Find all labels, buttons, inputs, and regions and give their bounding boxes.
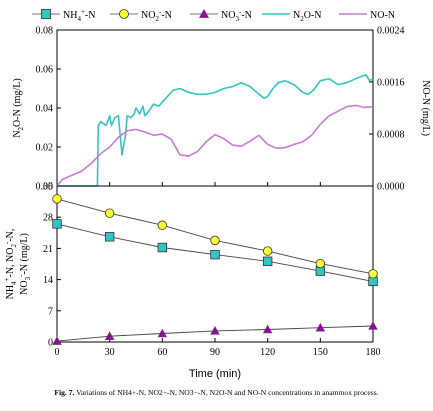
top-right-tick-label-2: 0.0016	[377, 78, 405, 89]
legend-label-sub-3: 2	[300, 15, 304, 23]
top-left-tick-label-0: 0.00	[36, 182, 54, 193]
legend-marker-2	[198, 8, 210, 18]
legend-marker-0	[41, 9, 51, 19]
top-left-axis-label: N2O-N (mg/L)	[12, 78, 25, 137]
bottom-point-2-2	[157, 328, 168, 338]
bottom-x-axis-label: Time (min)	[189, 368, 241, 380]
top-left-tick-label-1: 0.02	[36, 143, 54, 154]
top-left-axis-label-n: N	[12, 130, 23, 137]
bl2-b: 3	[24, 276, 32, 280]
bl1-a: NH	[5, 285, 16, 299]
bottom-point-2-3	[210, 325, 220, 335]
bottom-y-axis-label-line1: NH4+-N, NO2--N,	[3, 229, 18, 300]
top-right-tick-label-3: 0.0024	[377, 26, 405, 37]
bottom-y-tick-label-4: 28	[43, 213, 53, 224]
bl2-c: -	[17, 274, 25, 277]
bottom-point-1-6	[368, 269, 378, 279]
legend-label-sub-1: 2	[155, 15, 159, 23]
legend-label-base-0: NH	[63, 10, 77, 21]
legend-label-base-4: NO-N	[370, 10, 395, 21]
caption-label: Fig. 7.	[54, 388, 75, 397]
bottom-x-tick-label-4: 120	[260, 347, 275, 358]
bottom-point-1-2	[157, 220, 168, 230]
bottom-point-2-6	[368, 321, 378, 330]
bottom-plot-frame	[56, 185, 374, 343]
bottom-point-0-3	[210, 249, 220, 260]
top-left-tick-label-2: 0.04	[36, 104, 54, 115]
bl1-e: 2	[10, 244, 18, 248]
legend-label-tail-0: -N	[85, 10, 96, 21]
figure-caption: Fig. 7. Variations of NH4+-N, NO2−-N, NO…	[0, 388, 433, 397]
legend-label-base-1: NO	[141, 10, 155, 21]
bottom-x-tick-label-1: 30	[105, 347, 115, 358]
top-plot-frame	[56, 29, 374, 187]
bottom-x-tick-label-0: 0	[55, 347, 60, 358]
legend: NH4+-N NO2--N NO3--N N2O-N NO-N	[32, 8, 395, 23]
top-left-tick-label-4: 0.08	[36, 26, 54, 37]
caption-text: Variations of NH4+-N, NO2−-N, NO3−-N, N2…	[74, 388, 379, 397]
top-right-tick-label-1: 0.0008	[377, 130, 405, 141]
bottom-y-tick-label-3: 21	[43, 244, 53, 255]
bottom-point-0-0	[52, 219, 62, 229]
legend-label-tail-1: -N	[161, 10, 172, 21]
legend-label-sup-2: -	[239, 8, 242, 16]
legend-label-0: NH4+-N	[63, 8, 95, 23]
legend-label-4: NO-N	[370, 10, 395, 21]
legend-label-sub-0: 4	[77, 15, 81, 23]
legend-label-sub-2: 3	[235, 15, 239, 23]
bottom-point-2-1	[104, 331, 115, 340]
bottom-y-tick-label-0: 0	[48, 338, 53, 349]
legend-marker-1	[119, 9, 129, 19]
bottom-point-0-4	[262, 256, 273, 267]
bottom-point-0-1	[104, 232, 115, 242]
top-series-line-0	[57, 74, 374, 187]
bl1-b: 4	[10, 281, 18, 285]
bottom-x-tick-label-6: 180	[366, 347, 381, 358]
legend-label-1: NO2--N	[141, 8, 172, 23]
bottom-y-axis-label-line2: NO3--N (mg/L)	[17, 233, 32, 295]
bottom-point-1-5	[315, 258, 326, 269]
top-series-line-1	[56, 104, 374, 187]
top-panel: 0.00 0.02 0.04 0.06 0.08 0.0000 0.0008 0.0016 0.…	[12, 26, 431, 193]
bottom-point-1-3	[210, 235, 220, 246]
legend-label-base-3: N	[293, 10, 300, 21]
top-left-axis-label-sub: 2	[17, 126, 25, 130]
bl2-d: -N (mg/L)	[19, 233, 30, 274]
bottom-point-1-4	[262, 246, 273, 256]
bottom-y-tick-label-1: 7	[48, 306, 53, 317]
bottom-point-2-5	[315, 322, 326, 332]
top-left-tick-label-3: 0.06	[36, 65, 54, 76]
bl1-f: -	[3, 241, 11, 244]
bottom-x-tick-label-2: 60	[157, 347, 167, 358]
bottom-panel: 0 7 14 21 28 35 0 30 60 90 120 150 180 Time (min) NH4+…	[3, 182, 381, 381]
legend-label-3: N2O-N	[293, 10, 322, 23]
bottom-point-1-1	[104, 208, 115, 218]
legend-label-tail-2: -N	[241, 10, 252, 21]
legend-label-sup-0: +	[81, 8, 85, 16]
bottom-point-1-0	[52, 194, 62, 204]
legend-label-2: NO3--N	[221, 8, 252, 23]
bottom-x-tick-label-3: 90	[210, 347, 220, 358]
bottom-y-tick-label-2: 14	[43, 275, 53, 286]
legend-label-base-2: NO	[221, 10, 235, 21]
bottom-point-0-2	[157, 242, 168, 253]
bottom-x-tick-label-5: 150	[313, 347, 328, 358]
bl1-g: -N,	[5, 229, 16, 242]
top-left-axis-label-rest: O-N (mg/L)	[12, 78, 23, 127]
top-right-axis-label: NO-N (mg/L)	[420, 80, 431, 136]
bottom-point-2-4	[262, 324, 273, 334]
bl2-a: NO	[19, 280, 30, 294]
bottom-y-tick-label-5: 35	[43, 182, 53, 193]
legend-label-sup-1: -	[159, 8, 162, 16]
bl1-d: -N, NO	[5, 248, 16, 278]
bl1-c: +	[3, 277, 11, 281]
top-right-tick-label-0: 0.0000	[377, 182, 405, 193]
legend-label-tail-3: O-N	[304, 10, 322, 21]
bottom-point-2-0	[52, 336, 62, 345]
chart-svg: NH4+-N NO2--N NO3--N N2O-N NO-N 0.000.020.04…	[3, 8, 431, 381]
